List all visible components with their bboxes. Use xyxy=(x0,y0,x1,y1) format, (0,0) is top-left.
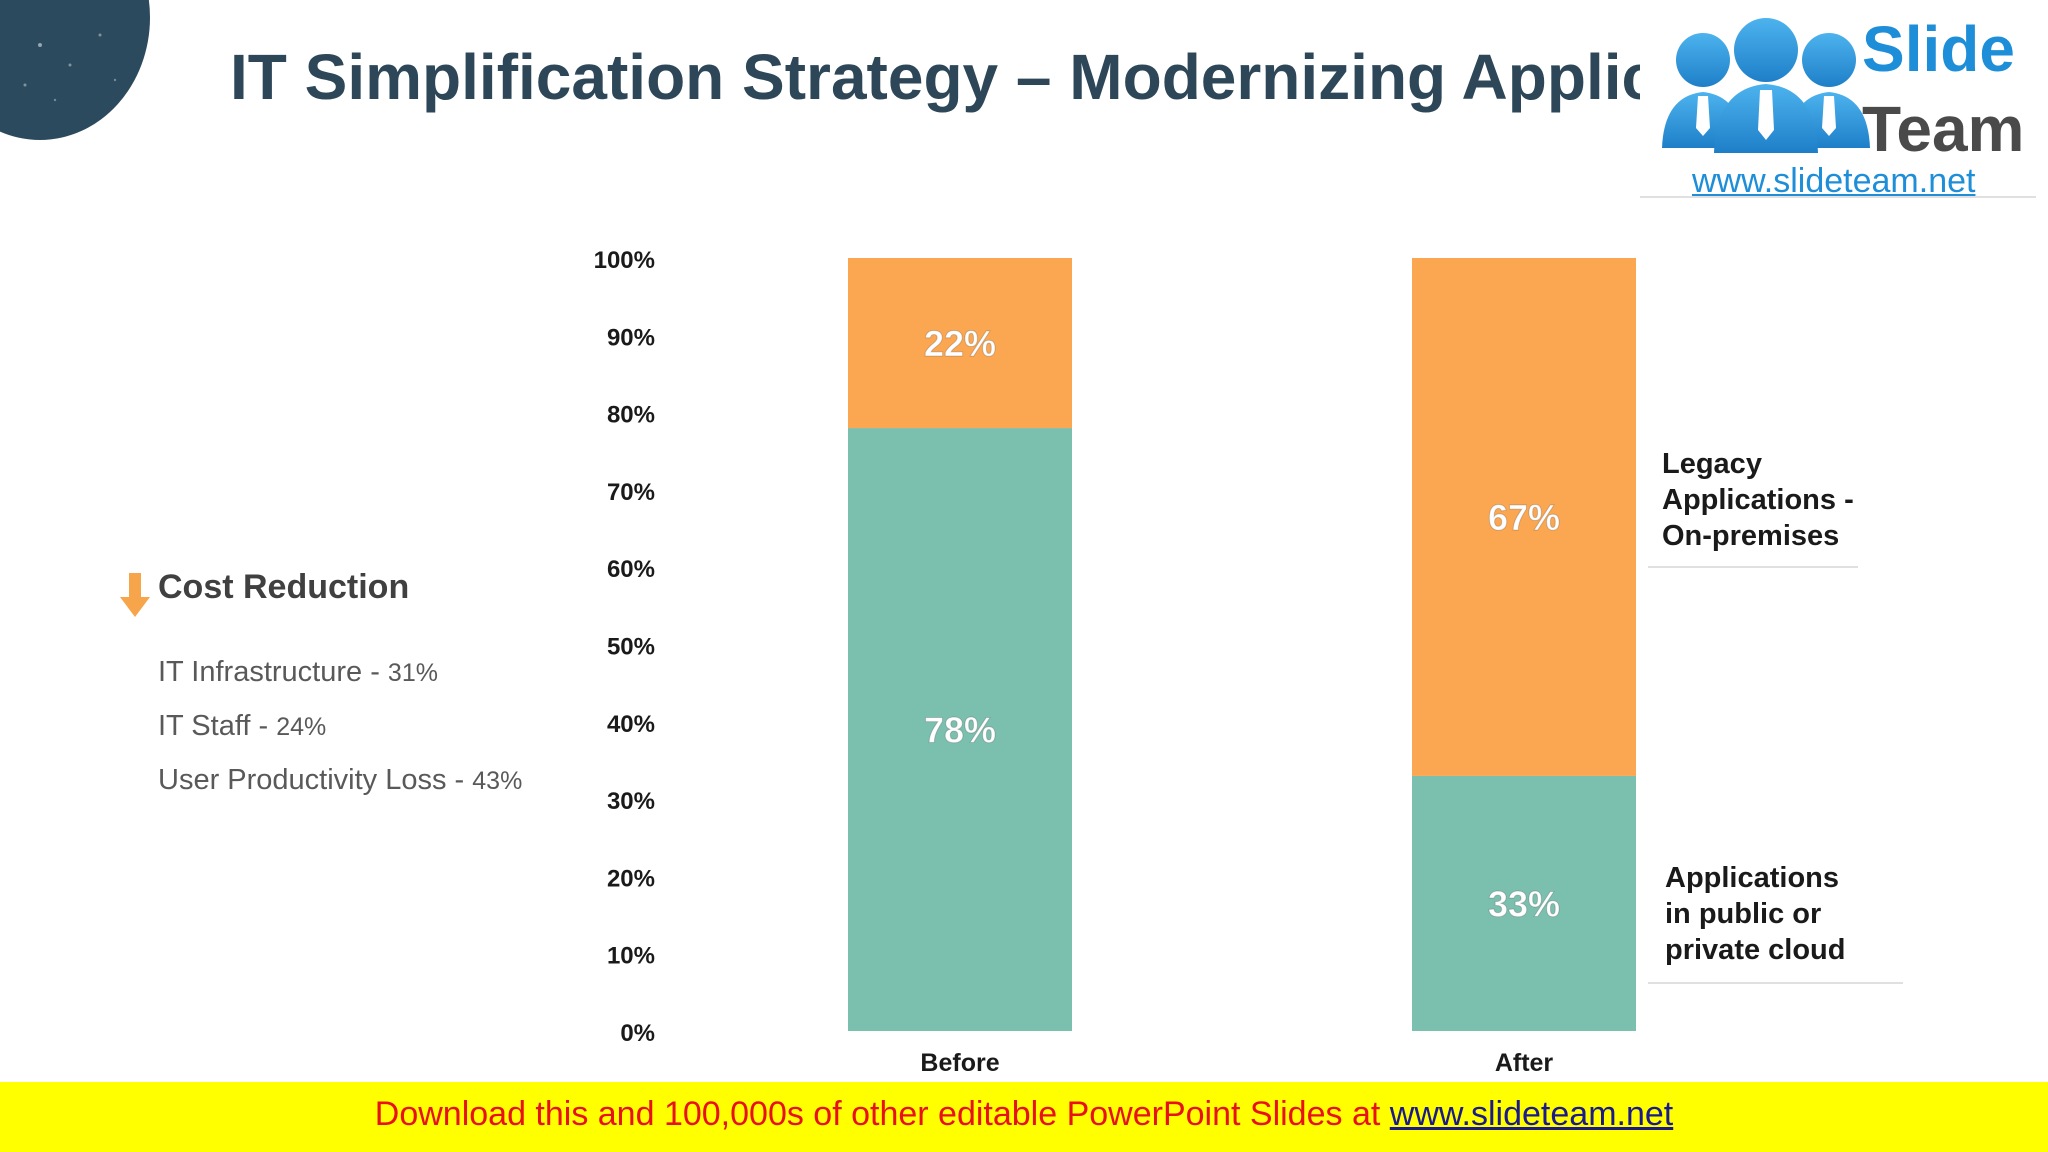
logo-word-team: Team xyxy=(1862,93,2025,165)
cost-reduction-list: IT Infrastructure - 31% IT Staff - 24% U… xyxy=(158,656,522,818)
x-tick-label: Before xyxy=(920,1049,999,1077)
legend-line-text: On-premises xyxy=(1662,520,1840,552)
page-title: IT Simplification Strategy – Modernizing… xyxy=(230,41,1658,113)
bar-segment xyxy=(848,428,1072,1031)
y-tick-label: 80% xyxy=(607,402,655,429)
cost-item-label: User Productivity Loss - xyxy=(158,764,473,796)
x-tick-label: After xyxy=(1495,1049,1554,1077)
y-tick-label: 90% xyxy=(607,324,655,351)
cost-item-label: IT Staff - xyxy=(158,710,277,742)
decorative-circle xyxy=(0,0,150,140)
cost-item-label: IT Infrastructure - xyxy=(158,656,388,688)
banner-text: Download this and 100,000s of other edit… xyxy=(0,1095,2048,1134)
y-tick-label: 50% xyxy=(607,634,655,661)
legend-divider xyxy=(1648,982,1903,984)
cost-item-value: 43% xyxy=(472,767,523,795)
logo-divider xyxy=(1640,196,2036,198)
y-tick-label: 10% xyxy=(607,943,655,970)
logo-word-slide: Slide xyxy=(1862,13,2015,85)
legend-line-text: Applications xyxy=(1665,862,1840,894)
legend-line-text: private cloud xyxy=(1665,934,1846,966)
banner-link[interactable]: www.slideteam.net xyxy=(1389,1095,1674,1133)
legend-label-legacy: Legacy Applications - On-premises xyxy=(1662,446,1854,554)
y-tick-label: 20% xyxy=(607,865,655,892)
y-tick-label: 0% xyxy=(620,1020,655,1047)
legend-divider xyxy=(1648,566,1858,568)
y-tick-label: 100% xyxy=(594,247,655,274)
star-dots-icon xyxy=(23,33,117,102)
team-people-icon xyxy=(1662,18,1870,153)
data-label: 22% xyxy=(924,323,996,364)
logo-url-link[interactable]: www.slideteam.net xyxy=(1692,162,1976,200)
legend-line-text: Applications - xyxy=(1662,484,1854,516)
list-item: IT Staff - 24% xyxy=(158,710,522,764)
down-arrow-icon xyxy=(120,573,150,617)
legend-line-text: Legacy xyxy=(1662,448,1762,480)
list-item: IT Infrastructure - 31% xyxy=(158,656,522,710)
y-tick-label: 70% xyxy=(607,479,655,506)
slideteam-logo[interactable]: Slide Team www.slideteam.net xyxy=(1640,0,2036,200)
bar-segment xyxy=(848,258,1072,429)
banner-message: Download this and 100,000s of other edit… xyxy=(374,1095,1390,1133)
stacked-bar-chart: 0% 10% 20% 30% 40% 50% 60% 70% 80% 90% 100% 78% 22% B… xyxy=(594,247,1636,1077)
y-tick-label: 40% xyxy=(607,711,655,738)
cost-item-value: 31% xyxy=(387,659,438,687)
legend-line-text: in public or xyxy=(1665,898,1822,930)
bar-segment xyxy=(1412,258,1636,776)
list-item: User Productivity Loss - 43% xyxy=(158,764,522,818)
download-banner: Download this and 100,000s of other edit… xyxy=(0,1082,2048,1152)
cost-reduction-title: Cost Reduction xyxy=(158,568,410,606)
legend-label-cloud: Applications in public or private cloud xyxy=(1665,860,1846,968)
bar-segment xyxy=(1412,775,1636,1031)
data-label: 78% xyxy=(924,710,996,751)
data-label: 33% xyxy=(1488,883,1560,924)
y-tick-label: 60% xyxy=(607,556,655,583)
cost-item-value: 24% xyxy=(276,713,327,741)
y-tick-label: 30% xyxy=(607,788,655,815)
data-label: 67% xyxy=(1488,497,1560,538)
